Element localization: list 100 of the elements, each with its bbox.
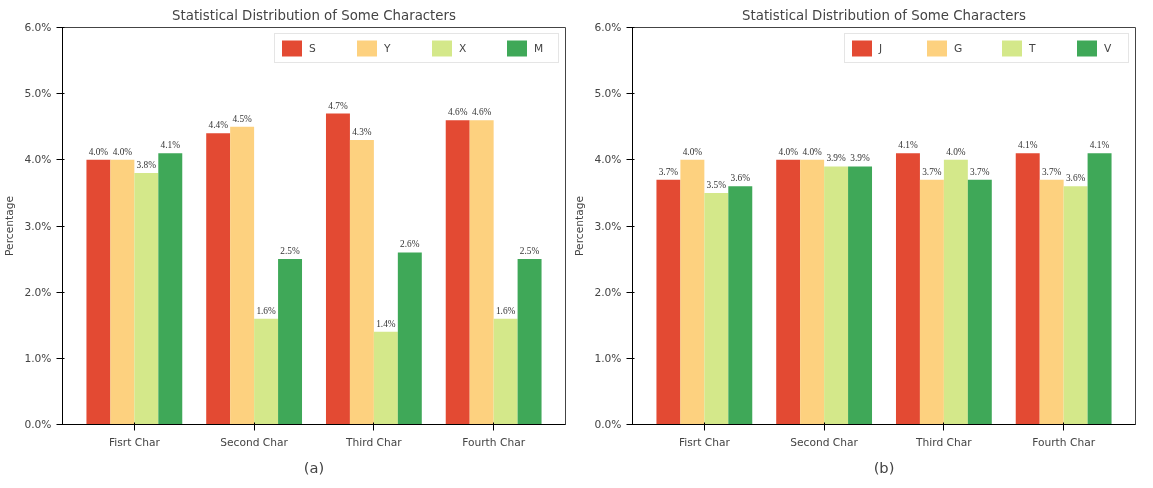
y-tick-label: 0.0%	[24, 418, 52, 431]
bar	[776, 159, 801, 425]
data-label: 3.6%	[1065, 173, 1086, 184]
data-label: 3.7%	[970, 166, 990, 177]
data-label: 3.9%	[850, 153, 870, 164]
bar	[1039, 179, 1064, 425]
data-label: 3.7%	[1041, 166, 1062, 177]
text: (b)	[873, 458, 895, 476]
data-label: 3.7%	[658, 166, 679, 177]
x-tick-label: Third Char	[915, 435, 973, 449]
bar	[230, 126, 255, 425]
bar	[704, 192, 729, 425]
y-tick-label: 4.0%	[594, 153, 622, 167]
bar	[349, 139, 374, 425]
data-label: 3.5%	[706, 179, 727, 190]
bar	[967, 179, 992, 425]
data-label: 4.1%	[1089, 140, 1110, 151]
bar	[373, 331, 398, 425]
bar	[254, 318, 279, 425]
legend-label: T	[1029, 41, 1037, 55]
y-tick-label: 0.0%	[594, 418, 622, 431]
bar	[134, 173, 159, 425]
bar	[397, 252, 422, 425]
data-label: 4.0%	[946, 146, 966, 157]
data-label: 4.1%	[160, 140, 181, 151]
y-tick-label: 4.0%	[24, 153, 52, 167]
data-label: 4.3%	[352, 126, 372, 137]
data-label: 3.9%	[826, 153, 847, 164]
bar	[325, 113, 350, 425]
y-tick-label: 3.0%	[594, 219, 622, 233]
data-label: 3.8%	[136, 160, 157, 171]
bar	[895, 153, 920, 425]
text: (a)	[303, 458, 325, 476]
data-label: 3.7%	[922, 166, 942, 177]
data-label: 4.6%	[471, 107, 492, 118]
data-label: 2.6%	[400, 239, 420, 250]
bar	[1087, 153, 1112, 425]
bar	[919, 179, 944, 425]
y-axis-title: Percentage	[3, 196, 17, 256]
y-tick-label: 5.0%	[24, 87, 52, 101]
x-tick-label: Fourth Char	[462, 435, 526, 449]
bar	[278, 259, 303, 425]
legend-label: X	[459, 41, 468, 55]
bar	[800, 159, 825, 425]
bar	[206, 133, 231, 425]
bar	[86, 159, 111, 425]
bar	[445, 120, 470, 425]
y-tick-label: 1.0%	[24, 351, 52, 365]
legend-label: M	[534, 41, 545, 55]
x-tick-label: Fourth Char	[1032, 435, 1096, 449]
y-tick-label: 6.0%	[24, 21, 52, 34]
bar	[848, 166, 873, 425]
data-label: 4.1%	[898, 140, 918, 151]
data-label: 1.6%	[256, 305, 277, 316]
bar	[517, 259, 542, 425]
bar	[1063, 186, 1088, 425]
data-label: 4.0%	[778, 146, 799, 157]
bar	[728, 186, 753, 425]
legend-label: S	[309, 41, 317, 55]
legend-label: J	[879, 41, 884, 55]
data-label: 4.4%	[208, 120, 229, 131]
y-axis-title: Percentage	[573, 196, 587, 256]
x-tick-label: Third Char	[345, 435, 403, 449]
x-tick-label: Fisrt Char	[108, 435, 161, 449]
chart-title: Statistical Distribution of Some Characters	[742, 7, 1027, 23]
legend-label: V	[1104, 41, 1113, 55]
bar	[680, 159, 705, 425]
data-label: 2.5%	[519, 246, 540, 257]
x-tick-label: Fisrt Char	[678, 435, 731, 449]
legend-label: Y	[384, 41, 392, 55]
y-tick-label: 3.0%	[24, 219, 52, 233]
legend-label: G	[954, 41, 964, 55]
y-tick-label: 2.0%	[594, 285, 622, 299]
data-label: 3.6%	[730, 173, 751, 184]
data-label: 4.5%	[232, 113, 253, 124]
x-tick-label: Second Char	[220, 435, 289, 449]
y-tick-label: 6.0%	[594, 21, 622, 34]
y-tick-label: 5.0%	[594, 87, 622, 101]
data-label: 4.0%	[682, 146, 703, 157]
bar	[110, 159, 135, 425]
data-label: 4.1%	[1018, 140, 1038, 151]
chart-title: Statistical Distribution of Some Characters	[172, 7, 457, 23]
data-label: 2.5%	[280, 246, 300, 257]
data-label: 1.6%	[495, 305, 516, 316]
data-label: 4.0%	[88, 146, 109, 157]
bar	[656, 179, 681, 425]
y-tick-label: 2.0%	[24, 285, 52, 299]
bar	[824, 166, 849, 425]
data-label: 4.7%	[328, 100, 348, 111]
bar	[1015, 153, 1040, 425]
data-label: 4.0%	[112, 146, 133, 157]
data-label: 1.4%	[376, 318, 396, 329]
data-label: 4.0%	[802, 146, 823, 157]
bar	[469, 120, 494, 425]
bar	[158, 153, 183, 425]
bar	[943, 159, 968, 425]
y-tick-label: 1.0%	[594, 351, 622, 365]
bar	[493, 318, 518, 425]
x-tick-label: Second Char	[790, 435, 859, 449]
data-label: 4.6%	[448, 107, 468, 118]
